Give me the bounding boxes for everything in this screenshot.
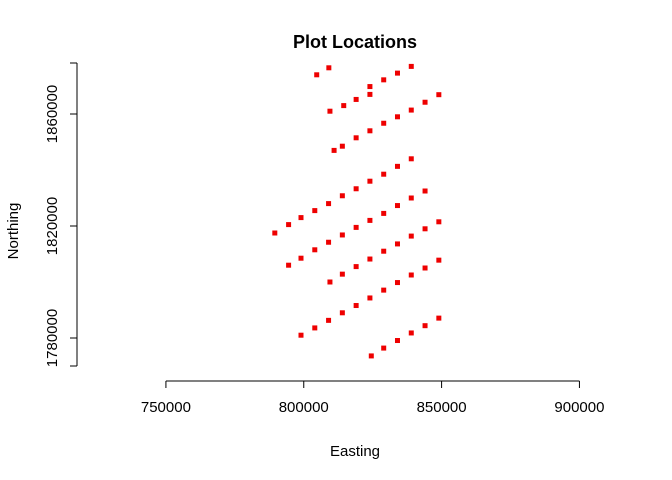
x-tick-label: 900000 (554, 399, 604, 416)
data-point (353, 224, 359, 230)
data-point (353, 96, 359, 102)
data-point (339, 232, 345, 238)
y-tick-label: 1820000 (44, 197, 61, 255)
data-point (298, 332, 304, 338)
data-point (367, 295, 373, 301)
data-point (327, 279, 333, 285)
data-point (436, 257, 442, 263)
data-point (286, 222, 292, 228)
data-point (408, 107, 414, 113)
data-point (312, 325, 318, 331)
data-point (422, 226, 428, 232)
data-point (422, 188, 428, 194)
data-point (327, 108, 333, 114)
data-point (408, 233, 414, 239)
data-points (272, 63, 442, 359)
data-point (422, 265, 428, 271)
data-point (298, 255, 304, 261)
data-point (331, 147, 337, 153)
data-point (381, 120, 387, 126)
data-point (436, 315, 442, 321)
data-point (339, 271, 345, 277)
data-point (381, 77, 387, 83)
data-point (353, 264, 359, 270)
data-point (312, 208, 318, 214)
data-point (381, 287, 387, 293)
x-tick-label: 800000 (279, 399, 329, 416)
data-point (367, 256, 373, 262)
data-point (381, 248, 387, 254)
data-point (408, 272, 414, 278)
data-point (422, 323, 428, 329)
data-point (381, 210, 387, 216)
data-point (436, 219, 442, 225)
data-point (353, 186, 359, 192)
data-point (298, 215, 304, 221)
data-point (408, 195, 414, 201)
data-point (326, 239, 332, 245)
y-axis: 1780000 1820000 1860000 (44, 62, 78, 367)
data-point (339, 310, 345, 316)
data-point (394, 203, 400, 209)
data-point (326, 65, 332, 71)
data-point (381, 345, 387, 351)
data-point (367, 128, 373, 134)
data-point (326, 317, 332, 323)
data-point (368, 353, 374, 359)
data-point (394, 241, 400, 247)
data-point (339, 193, 345, 199)
data-point (341, 103, 347, 109)
data-point (408, 330, 414, 336)
y-axis-label: Northing (5, 203, 22, 260)
data-point (422, 99, 428, 105)
data-point (353, 135, 359, 141)
data-point (367, 91, 373, 97)
data-point (408, 156, 414, 162)
data-point (353, 303, 359, 309)
data-point (394, 338, 400, 344)
data-point (339, 143, 345, 149)
y-tick-label: 1860000 (44, 85, 61, 143)
x-axis-label: Easting (330, 443, 380, 460)
data-point (367, 217, 373, 223)
data-point (286, 262, 292, 268)
data-point (367, 178, 373, 184)
data-point (408, 63, 414, 69)
data-point (326, 201, 332, 207)
x-axis: 750000 800000 850000 900000 (141, 380, 604, 416)
x-tick-label: 850000 (417, 399, 467, 416)
data-point (394, 163, 400, 169)
chart-title: Plot Locations (293, 32, 417, 52)
data-point (272, 230, 278, 236)
data-point (312, 247, 318, 253)
x-tick-label: 750000 (141, 399, 191, 416)
data-point (381, 171, 387, 177)
data-point (394, 70, 400, 76)
y-tick-label: 1780000 (44, 309, 61, 367)
data-point (436, 92, 442, 98)
data-point (394, 280, 400, 286)
data-point (394, 114, 400, 120)
data-point (367, 84, 373, 90)
data-point (314, 72, 320, 78)
